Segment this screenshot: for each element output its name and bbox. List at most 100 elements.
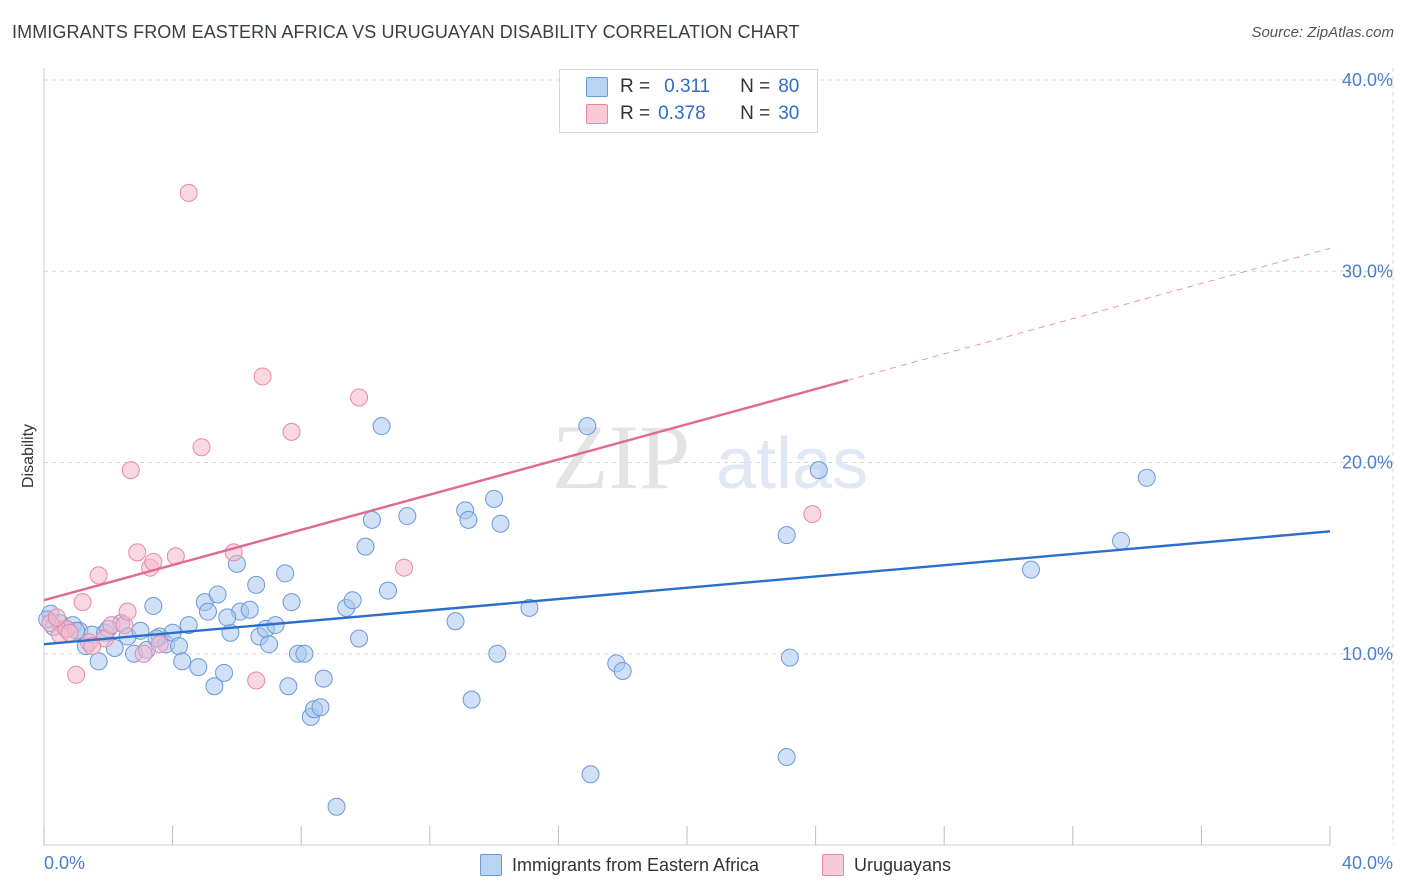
y-axis-label: Disability — [20, 424, 37, 488]
data-point-blue — [208, 585, 227, 604]
data-point-blue — [1112, 531, 1131, 550]
data-point-pink — [282, 422, 301, 441]
data-point-pink — [67, 665, 86, 684]
data-point-pink — [803, 505, 822, 524]
bottom-legend-label: Immigrants from Eastern Africa — [512, 854, 760, 875]
data-point-blue — [1137, 468, 1156, 487]
trend-line-blue — [43, 530, 1331, 646]
data-point-pink — [192, 438, 211, 457]
data-point-blue — [491, 514, 510, 533]
data-point-blue — [780, 648, 799, 667]
data-point-blue — [1022, 560, 1041, 579]
data-point-pink — [253, 367, 272, 386]
data-point-blue — [198, 602, 217, 621]
data-point-blue — [520, 598, 539, 617]
data-point-blue — [279, 677, 298, 696]
data-point-blue — [327, 797, 346, 816]
data-point-pink — [179, 183, 198, 202]
legend-r-value: 0.311 — [664, 76, 711, 97]
data-point-pink — [134, 644, 153, 663]
data-point-blue — [144, 596, 163, 615]
trend-line-pink — [43, 379, 849, 602]
data-point-blue — [240, 600, 259, 619]
legend-row-eastern-africa: R = 0.311 N = 80 — [586, 74, 799, 100]
data-point-pink — [47, 608, 66, 627]
legend-r-label: R = — [620, 76, 651, 97]
stats-legend: R = 0.311 N = 80 R = 0.378 N = 30 — [559, 69, 818, 133]
data-point-pink — [89, 566, 108, 585]
data-point-pink — [395, 558, 414, 577]
data-point-pink — [83, 637, 102, 656]
trend-lines — [43, 247, 1331, 646]
data-point-pink — [118, 602, 137, 621]
data-points — [38, 183, 1156, 816]
y-tick-label: 40.0% — [1342, 70, 1393, 90]
watermark: ZIP atlas — [552, 406, 868, 508]
data-point-blue — [89, 652, 108, 671]
bottom-legend-uruguayans: Uruguayans — [822, 852, 951, 878]
watermark-zip: ZIP — [552, 406, 690, 508]
legend-n-value: 80 — [778, 76, 800, 97]
data-point-blue — [247, 575, 266, 594]
legend-n-label: N = — [740, 76, 771, 97]
legend-swatch-blue — [586, 77, 608, 97]
watermark-atlas: atlas — [716, 424, 868, 504]
data-point-pink — [247, 671, 266, 690]
data-point-blue — [356, 537, 375, 556]
data-point-blue — [777, 748, 796, 767]
data-point-pink — [121, 461, 140, 480]
data-point-blue — [809, 461, 828, 480]
bottom-legend-label: Uruguayans — [854, 854, 952, 875]
data-point-blue — [314, 669, 333, 688]
data-point-blue — [578, 417, 597, 436]
data-point-blue — [613, 661, 632, 680]
data-point-blue — [215, 663, 234, 682]
bottom-legend-swatch-blue — [480, 854, 502, 876]
data-point-blue — [179, 616, 198, 635]
data-point-pink — [73, 593, 92, 612]
legend-swatch-pink — [586, 104, 608, 124]
x-tick-label: 40.0% — [1342, 853, 1393, 873]
data-point-pink — [128, 543, 147, 562]
data-point-blue — [343, 591, 362, 610]
data-point-pink — [150, 635, 169, 654]
data-point-blue — [485, 489, 504, 508]
data-point-blue — [446, 612, 465, 631]
data-point-blue — [488, 644, 507, 663]
data-point-blue — [173, 652, 192, 671]
trend-line-extension-pink — [847, 247, 1331, 381]
data-point-blue — [398, 507, 417, 526]
legend-n-value: 30 — [778, 103, 800, 124]
data-point-blue — [218, 608, 237, 627]
data-point-blue — [276, 564, 295, 583]
data-point-blue — [170, 637, 189, 656]
legend-n-label: N = — [740, 103, 771, 124]
tick-labels: 10.0% 20.0% 30.0% 40.0% 0.0% 40.0% — [44, 70, 1393, 873]
x-tick-label: 0.0% — [44, 853, 85, 873]
data-point-blue — [311, 698, 330, 717]
y-tick-label: 20.0% — [1342, 453, 1393, 473]
data-point-blue — [295, 644, 314, 663]
legend-r-value: 0.378 — [658, 103, 706, 124]
data-point-pink — [60, 623, 79, 642]
data-point-blue — [777, 526, 796, 545]
source-credit: Source: ZipAtlas.com — [1251, 24, 1394, 41]
legend-r-label: R = — [620, 103, 651, 124]
bottom-legend-eastern-africa: Immigrants from Eastern Africa — [480, 852, 759, 878]
data-point-blue — [372, 417, 391, 436]
data-point-pink — [350, 388, 369, 407]
bottom-legend-swatch-pink — [822, 854, 844, 876]
legend-row-uruguayans: R = 0.378 N = 30 — [586, 101, 799, 127]
data-point-blue — [260, 635, 279, 654]
data-point-blue — [459, 510, 478, 529]
data-point-blue — [362, 510, 381, 529]
data-point-blue — [282, 593, 301, 612]
y-tick-label: 30.0% — [1342, 261, 1393, 281]
y-tick-label: 10.0% — [1342, 644, 1393, 664]
data-point-blue — [462, 690, 481, 709]
data-point-blue — [189, 658, 208, 677]
chart-title: IMMIGRANTS FROM EASTERN AFRICA VS URUGUA… — [12, 22, 800, 42]
data-point-blue — [205, 677, 224, 696]
axes — [43, 68, 1331, 846]
